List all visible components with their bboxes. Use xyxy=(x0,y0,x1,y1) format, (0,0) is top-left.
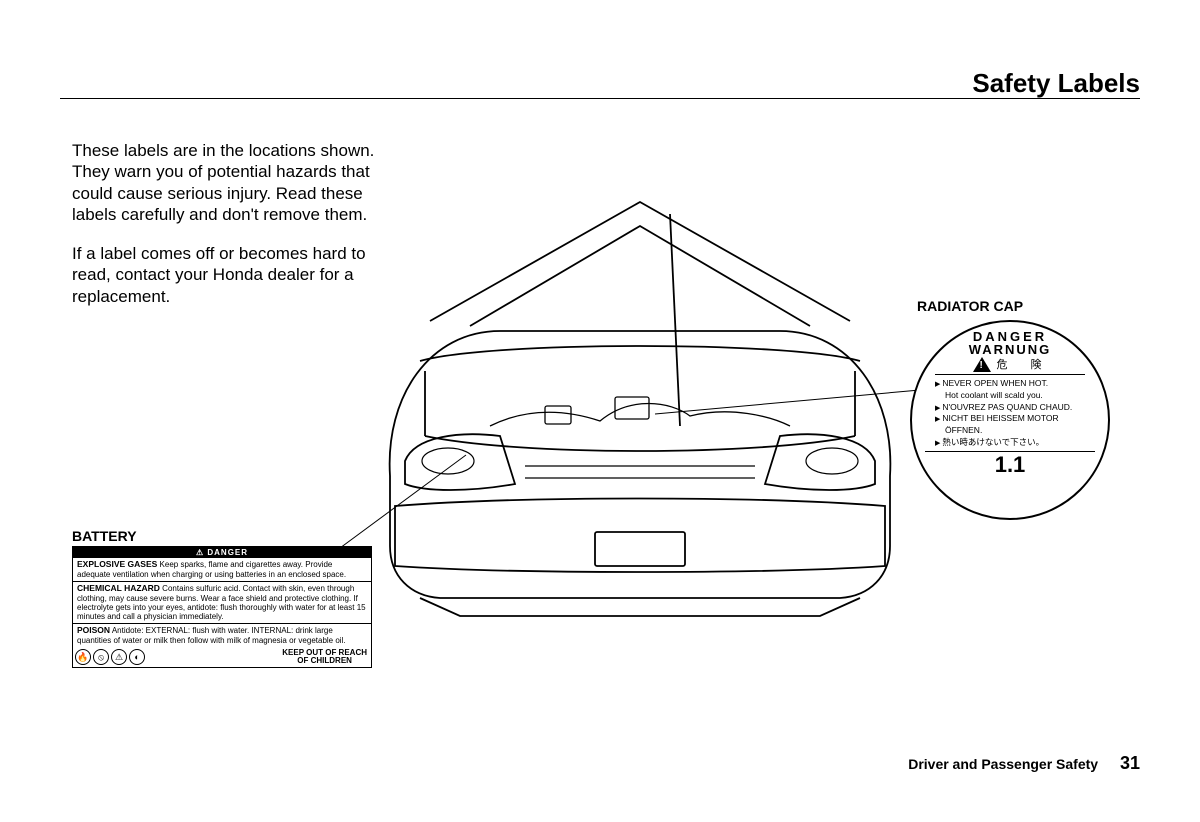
battery-row-poison: POISON Antidote: EXTERNAL: flush with wa… xyxy=(73,624,371,647)
footer-section-name: Driver and Passenger Safety xyxy=(908,756,1098,772)
goggles-icon: ◐ xyxy=(129,649,145,665)
radiator-l6: 熱い時あけないで下さい。 xyxy=(935,437,1095,449)
flame-icon: 🔥 xyxy=(75,649,91,665)
battery-explosive-lead: EXPLOSIVE GASES xyxy=(77,559,157,569)
radiator-l3: N'OUVREZ PAS QUAND CHAUD. xyxy=(935,402,1095,414)
no-spark-icon: ⦸ xyxy=(93,649,109,665)
radiator-l1: NEVER OPEN WHEN HOT. xyxy=(935,378,1095,390)
page-title: Safety Labels xyxy=(972,68,1140,99)
radiator-l4: NICHT BEI HEISSEM MOTOR xyxy=(935,413,1095,425)
radiator-l2: Hot coolant will scald you. xyxy=(935,390,1095,402)
radiator-jp-row: 危 険 xyxy=(935,356,1085,375)
radiator-l5: ÖFFNEN. xyxy=(935,425,1095,437)
battery-icons: 🔥 ⦸ ⚠ ◐ xyxy=(73,647,147,667)
battery-footer: 🔥 ⦸ ⚠ ◐ KEEP OUT OF REACH OF CHILDREN xyxy=(73,647,371,667)
footer-page-number: 31 xyxy=(1120,753,1140,773)
battery-danger-bar: ⚠ DANGER xyxy=(73,547,371,558)
battery-row-chemical: CHEMICAL HAZARD Contains sulfuric acid. … xyxy=(73,582,371,624)
battery-poison-lead: POISON xyxy=(77,625,110,635)
radiator-title: RADIATOR CAP xyxy=(917,298,1023,314)
warning-triangle-icon xyxy=(973,357,991,372)
title-rule xyxy=(60,98,1140,99)
battery-poison-text: Antidote: EXTERNAL: flush with water. IN… xyxy=(77,626,346,645)
battery-row-explosive: EXPLOSIVE GASES Keep sparks, flame and c… xyxy=(73,558,371,582)
battery-label: ⚠ DANGER EXPLOSIVE GASES Keep sparks, fl… xyxy=(72,546,372,668)
battery-chemical-lead: CHEMICAL HAZARD xyxy=(77,583,160,593)
radiator-cap-label: DANGER WARNUNG 危 険 NEVER OPEN WHEN HOT. … xyxy=(910,320,1110,520)
radiator-warnung: WARNUNG xyxy=(969,343,1052,356)
intro-text: These labels are in the locations shown.… xyxy=(72,140,382,325)
intro-p1: These labels are in the locations shown.… xyxy=(72,140,382,225)
intro-p2: If a label comes off or becomes hard to … xyxy=(72,243,382,307)
radiator-body: NEVER OPEN WHEN HOT. Hot coolant will sc… xyxy=(925,375,1095,452)
battery-keep-out: KEEP OUT OF REACH OF CHILDREN xyxy=(278,647,371,667)
footer: Driver and Passenger Safety 31 xyxy=(908,753,1140,774)
radiator-number: 1.1 xyxy=(995,452,1026,478)
keep-out-l2: OF CHILDREN xyxy=(282,657,367,665)
corrosive-icon: ⚠ xyxy=(111,649,127,665)
radiator-jp-danger: 危 険 xyxy=(997,356,1048,372)
battery-title: BATTERY xyxy=(72,528,137,544)
car-illustration xyxy=(370,196,910,626)
